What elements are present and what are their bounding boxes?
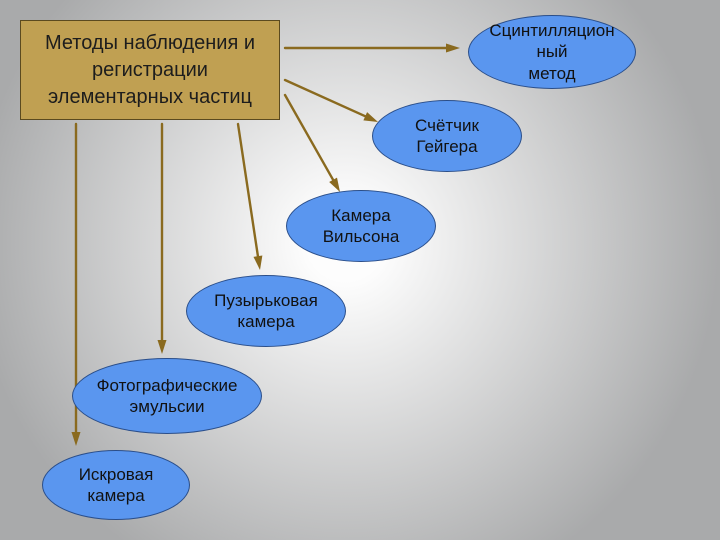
node-scint: Сцинтилляцион ный метод — [468, 15, 636, 89]
title-text: Методы наблюдения и регистрации элемента… — [45, 30, 255, 111]
node-photo-label: Фотографические эмульсии — [97, 375, 238, 418]
node-geiger-label: Счётчик Гейгера — [415, 115, 479, 158]
node-spark: Искровая камера — [42, 450, 190, 520]
node-scint-label: Сцинтилляцион ный метод — [489, 20, 614, 84]
title-box: Методы наблюдения и регистрации элемента… — [20, 20, 280, 120]
node-bubble: Пузырьковая камера — [186, 275, 346, 347]
node-geiger: Счётчик Гейгера — [372, 100, 522, 172]
node-spark-label: Искровая камера — [79, 464, 154, 507]
node-wilson: Камера Вильсона — [286, 190, 436, 262]
node-photo: Фотографические эмульсии — [72, 358, 262, 434]
diagram-stage: { "canvas": { "width": 720, "height": 54… — [0, 0, 720, 540]
node-bubble-label: Пузырьковая камера — [214, 290, 318, 333]
node-wilson-label: Камера Вильсона — [323, 205, 400, 248]
